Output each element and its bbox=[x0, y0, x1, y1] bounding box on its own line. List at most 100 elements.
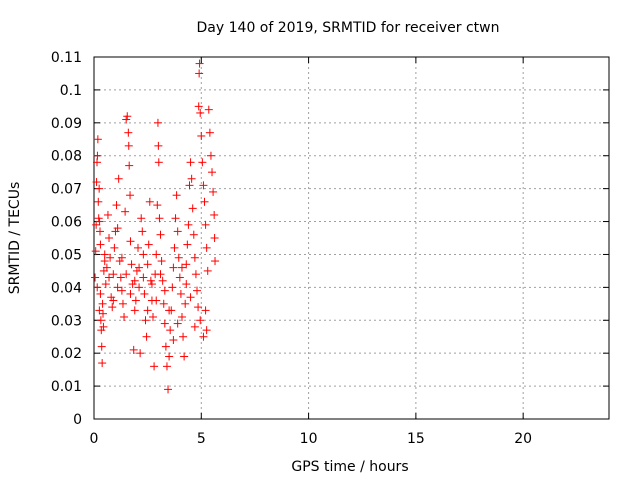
data-point bbox=[211, 257, 220, 266]
data-point bbox=[156, 270, 165, 279]
data-point bbox=[195, 59, 204, 68]
data-point bbox=[153, 201, 162, 210]
data-point bbox=[109, 270, 118, 279]
y-tick-label: 0.1 bbox=[60, 83, 82, 99]
plot-frame bbox=[93, 56, 610, 420]
data-point bbox=[100, 257, 109, 266]
data-point bbox=[138, 227, 147, 236]
y-tick-label: 0.07 bbox=[51, 182, 82, 198]
data-point bbox=[169, 336, 178, 345]
data-point bbox=[102, 263, 111, 272]
data-point bbox=[158, 276, 167, 285]
data-point bbox=[124, 141, 133, 150]
data-point bbox=[131, 296, 140, 305]
y-axis-label: SRMTID / TECUs bbox=[7, 182, 23, 295]
data-point bbox=[141, 316, 150, 325]
data-point bbox=[166, 326, 175, 335]
data-point bbox=[143, 306, 152, 315]
data-point bbox=[146, 276, 155, 285]
data-point bbox=[156, 230, 165, 239]
data-point bbox=[210, 234, 219, 242]
data-point bbox=[93, 283, 102, 292]
data-point bbox=[152, 296, 161, 305]
data-point bbox=[201, 220, 210, 229]
y-tick-label: 0.03 bbox=[51, 313, 82, 329]
data-point bbox=[173, 227, 182, 236]
data-point bbox=[94, 214, 103, 223]
data-point bbox=[199, 332, 208, 341]
data-point bbox=[196, 316, 205, 325]
data-point bbox=[129, 345, 138, 354]
data-point bbox=[99, 322, 108, 331]
data-point bbox=[118, 299, 127, 308]
x-tick-label: 5 bbox=[197, 431, 206, 447]
data-point bbox=[169, 263, 178, 272]
data-point bbox=[171, 214, 180, 223]
data-point bbox=[154, 158, 163, 167]
data-point bbox=[150, 362, 159, 371]
data-point bbox=[155, 214, 164, 223]
data-point bbox=[198, 158, 207, 167]
axis-ticks bbox=[93, 56, 609, 420]
data-point bbox=[170, 243, 179, 252]
y-tick-label: 0.08 bbox=[51, 149, 82, 165]
x-tick-label: 0 bbox=[90, 431, 99, 447]
data-point bbox=[197, 131, 206, 140]
data-point bbox=[149, 312, 158, 321]
x-axis-label: GPS time / hours bbox=[291, 459, 408, 475]
data-point bbox=[121, 207, 130, 216]
data-point bbox=[97, 326, 106, 335]
data-point bbox=[136, 349, 145, 358]
data-point bbox=[173, 319, 182, 328]
data-point bbox=[99, 309, 108, 318]
data-point bbox=[193, 286, 201, 295]
data-point bbox=[174, 253, 183, 262]
data-point bbox=[130, 276, 139, 285]
data-point bbox=[177, 312, 186, 321]
data-point bbox=[92, 220, 101, 229]
data-point bbox=[202, 326, 211, 335]
data-point bbox=[190, 253, 199, 262]
data-point bbox=[123, 112, 132, 121]
data-point bbox=[91, 247, 100, 256]
data-point bbox=[114, 174, 123, 183]
data-point bbox=[110, 243, 119, 252]
data-point bbox=[203, 266, 212, 275]
data-point bbox=[96, 289, 105, 298]
data-point bbox=[137, 214, 146, 223]
y-tick-label: 0.02 bbox=[51, 346, 82, 362]
data-point bbox=[132, 266, 141, 275]
data-point bbox=[159, 299, 168, 308]
data-point bbox=[162, 362, 171, 371]
data-points bbox=[91, 59, 220, 394]
data-point bbox=[206, 151, 215, 160]
data-point bbox=[96, 227, 105, 236]
x-tick-label: 10 bbox=[300, 431, 318, 447]
data-point bbox=[201, 306, 210, 315]
data-point bbox=[122, 270, 131, 279]
data-point bbox=[184, 220, 193, 229]
data-point bbox=[180, 352, 189, 361]
data-point bbox=[107, 293, 116, 302]
data-point bbox=[164, 385, 173, 394]
data-point bbox=[115, 257, 124, 266]
data-point bbox=[96, 240, 105, 249]
data-point bbox=[152, 250, 161, 259]
data-point bbox=[93, 135, 102, 144]
data-point bbox=[182, 280, 191, 289]
data-point bbox=[144, 240, 153, 249]
data-point bbox=[195, 69, 204, 78]
data-point bbox=[186, 293, 195, 302]
data-point bbox=[182, 260, 191, 269]
data-point bbox=[142, 332, 151, 341]
data-point bbox=[160, 319, 169, 328]
data-point bbox=[135, 263, 144, 272]
data-point bbox=[113, 224, 122, 233]
data-point bbox=[183, 240, 192, 249]
data-point bbox=[188, 204, 197, 213]
data-point bbox=[95, 217, 104, 226]
data-point bbox=[94, 197, 103, 206]
data-point bbox=[187, 174, 196, 183]
data-point bbox=[153, 118, 162, 127]
